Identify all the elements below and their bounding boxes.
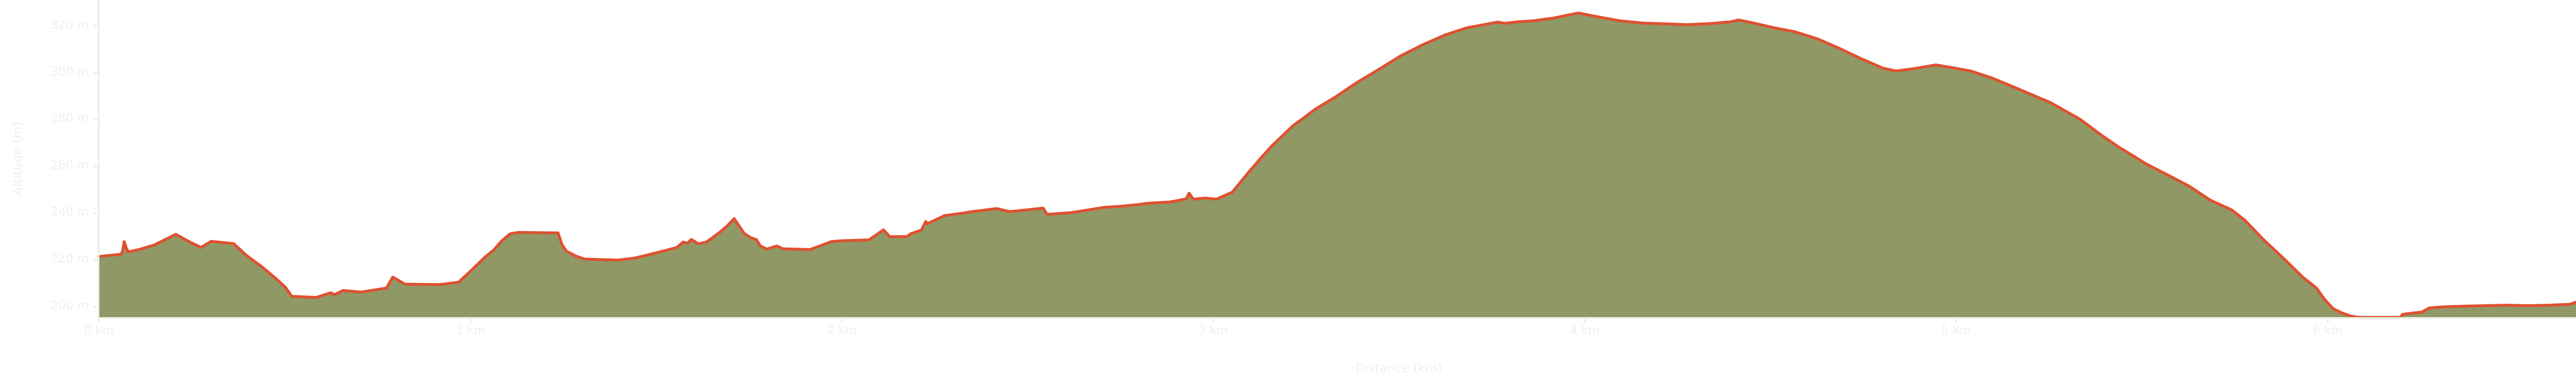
x-tick-label: 3 km: [1198, 324, 1228, 337]
y-axis-title: Altitude (m): [10, 121, 25, 196]
y-tick-label: 320 m: [50, 18, 89, 32]
x-tick-label: 4 km: [1570, 324, 1600, 337]
x-tick-label: 1 km: [455, 324, 485, 337]
y-tick-label: 300 m: [50, 65, 89, 79]
y-tick-label: 200 m: [50, 299, 89, 313]
y-axis-tick-marks: [94, 25, 98, 308]
x-axis-tick-marks: [98, 318, 2329, 323]
y-tick-label: 260 m: [50, 159, 89, 172]
x-tick-label: 6 km: [2313, 324, 2343, 337]
elevation-area-fill: [99, 13, 2576, 318]
y-tick-label: 280 m: [50, 112, 89, 126]
x-axis-title: Distance (km): [1355, 361, 1443, 375]
x-tick-label: 2 km: [827, 324, 857, 337]
x-tick-label: 0 km: [84, 324, 114, 337]
y-tick-label: 240 m: [50, 205, 89, 219]
x-tick-label: 5 km: [1941, 324, 1971, 337]
y-tick-label: 220 m: [50, 252, 89, 266]
